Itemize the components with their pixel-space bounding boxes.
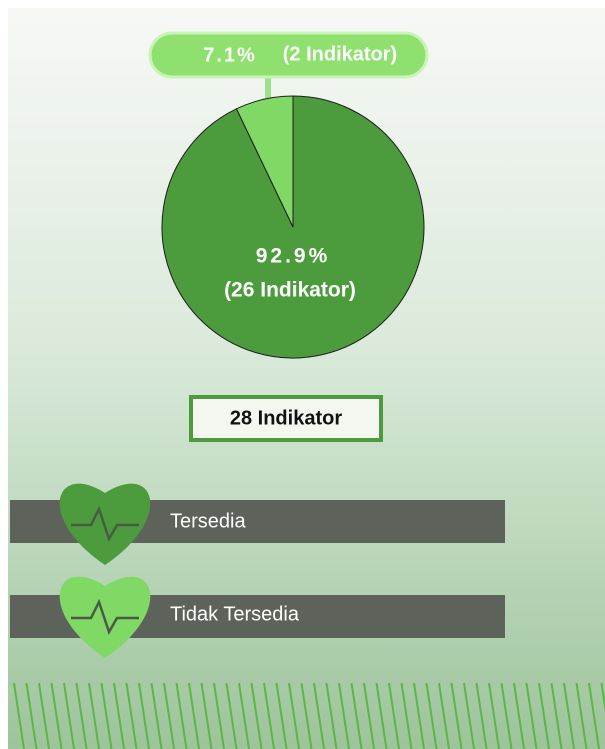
stripe bbox=[288, 682, 300, 749]
stripe bbox=[263, 682, 275, 749]
stripe bbox=[350, 682, 363, 749]
pulse-line bbox=[71, 598, 139, 636]
total-label: 28 Indikator bbox=[230, 407, 342, 429]
slice-label: 92.9% bbox=[256, 245, 331, 268]
stripe bbox=[100, 682, 113, 749]
stripe bbox=[413, 682, 425, 749]
stripe bbox=[375, 682, 388, 749]
stripe bbox=[113, 682, 125, 749]
stripe bbox=[400, 682, 413, 749]
stripe bbox=[300, 682, 313, 749]
stripe bbox=[88, 682, 100, 749]
stripe bbox=[525, 682, 538, 749]
stripe bbox=[550, 682, 563, 749]
legend-label: Tersedia bbox=[170, 510, 246, 532]
callout-pill bbox=[148, 31, 429, 79]
stripe bbox=[538, 682, 550, 749]
pie-slice bbox=[235, 95, 294, 228]
stripe bbox=[450, 682, 463, 749]
stripe bbox=[363, 682, 375, 749]
stripe bbox=[275, 682, 288, 749]
decor-stripes bbox=[13, 682, 605, 749]
stripe bbox=[600, 682, 605, 713]
stripe bbox=[488, 682, 500, 749]
stripe bbox=[75, 682, 88, 749]
pulse-line bbox=[71, 505, 139, 543]
stripe bbox=[138, 682, 150, 749]
legend-swatch bbox=[59, 483, 151, 565]
legend-label: Tidak Tersedia bbox=[170, 603, 300, 625]
stripe bbox=[213, 682, 225, 749]
stripe bbox=[338, 682, 350, 749]
stripe bbox=[388, 682, 400, 749]
stripe bbox=[63, 682, 75, 749]
slice-count-label: (2 Indikator) bbox=[283, 43, 397, 65]
stripe bbox=[38, 682, 50, 749]
stripe bbox=[563, 682, 575, 749]
legend-swatch bbox=[59, 576, 151, 658]
stripe bbox=[513, 682, 525, 749]
stripe bbox=[188, 682, 200, 749]
stripe bbox=[50, 682, 63, 749]
stripe bbox=[325, 682, 338, 749]
stripe bbox=[225, 682, 238, 749]
slice-label: 7.1% bbox=[203, 44, 257, 66]
stripe bbox=[25, 682, 38, 749]
stripe bbox=[438, 682, 450, 749]
stripe bbox=[150, 682, 163, 749]
stripe bbox=[163, 682, 175, 749]
stripe bbox=[175, 682, 188, 749]
stripe bbox=[588, 682, 600, 749]
stripe bbox=[125, 682, 138, 749]
stripe bbox=[238, 682, 250, 749]
total-box bbox=[189, 395, 383, 442]
stripe bbox=[313, 682, 325, 749]
stripe bbox=[575, 682, 588, 749]
stripe bbox=[425, 682, 438, 749]
slice-count-label: (26 Indikator) bbox=[224, 279, 356, 302]
stripe bbox=[500, 682, 513, 749]
stripe bbox=[250, 682, 263, 749]
stripe bbox=[200, 682, 213, 749]
stripe bbox=[475, 682, 488, 749]
stripe bbox=[463, 682, 475, 749]
stripe bbox=[13, 682, 25, 749]
chart: 7.1% (2 Indikator) 92.9% (26 Indikator) 28 I… bbox=[59, 31, 429, 658]
